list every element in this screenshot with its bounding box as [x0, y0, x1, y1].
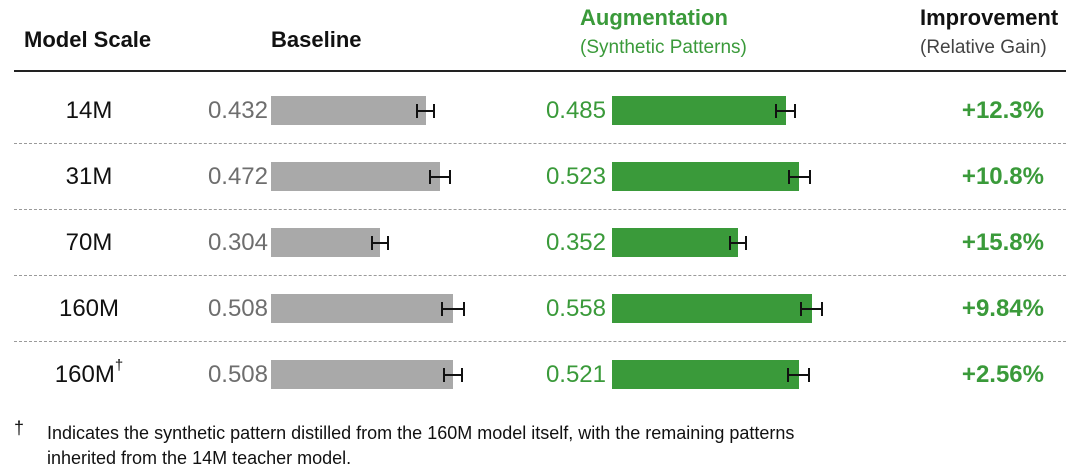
header-augmentation: Augmentation: [580, 5, 728, 30]
augmentation-error-bar: [728, 236, 748, 250]
improvement-value: +12.3%: [961, 97, 1044, 124]
table-row: 14M 0.432 0.485 +12.3%: [14, 77, 1066, 144]
header-baseline: Baseline: [271, 27, 362, 52]
augmentation-value: 0.485: [545, 97, 606, 124]
augmentation-error-bar: [775, 104, 797, 118]
baseline-value: 0.304: [207, 229, 268, 256]
augmentation-bar: [612, 360, 799, 389]
header-improvement-sub: (Relative Gain): [920, 37, 1047, 58]
augmentation-bar: [612, 162, 800, 191]
augmentation-value: 0.521: [545, 361, 606, 388]
baseline-error-bar: [442, 368, 464, 382]
augmentation-value: 0.558: [545, 295, 606, 322]
footnote-line-2: inherited from the 14M teacher model.: [47, 448, 352, 468]
model-scale-label: 160M†: [54, 357, 124, 388]
baseline-value: 0.432: [207, 97, 268, 124]
table-row: 70M 0.304 0.352 +15.8%: [14, 209, 1066, 276]
baseline-bar: [271, 360, 453, 389]
table-row: 160M 0.508 0.558 +9.84%: [14, 275, 1066, 342]
table-row: 31M 0.472 0.523 +10.8%: [14, 143, 1066, 210]
header-improvement: Improvement: [920, 5, 1059, 30]
model-scale-label: 31M: [65, 163, 113, 190]
improvement-value: +2.56%: [961, 361, 1044, 388]
improvement-value: +10.8%: [961, 163, 1044, 190]
augmentation-error-bar: [787, 368, 810, 382]
augmentation-error-bar: [787, 170, 811, 184]
augmentation-bar: [612, 228, 739, 257]
baseline-bar: [271, 294, 453, 323]
augmentation-value: 0.523: [545, 163, 606, 190]
footnote-dagger: †: [14, 418, 25, 438]
model-scale-label: 160M: [58, 295, 120, 322]
baseline-error-bar: [416, 104, 435, 118]
improvement-value: +15.8%: [961, 229, 1044, 256]
footnote: Indicates the synthetic pattern distille…: [47, 421, 947, 471]
header-model-scale: Model Scale: [24, 27, 152, 52]
footnote-line-1: Indicates the synthetic pattern distille…: [47, 423, 795, 443]
model-scale-label: 70M: [65, 229, 113, 256]
baseline-bar: [271, 96, 426, 125]
header-augmentation-sub: (Synthetic Patterns): [580, 37, 747, 58]
augmentation-error-bar: [800, 302, 824, 316]
baseline-value: 0.472: [207, 163, 268, 190]
table-row: 160M† 0.508 0.521 +2.56%: [14, 341, 1066, 407]
baseline-bar: [271, 162, 440, 191]
baseline-bar: [271, 228, 380, 257]
improvement-value: +9.84%: [961, 295, 1044, 322]
model-scale-label: 14M: [65, 97, 113, 124]
baseline-error-bar: [370, 236, 390, 250]
augmentation-value: 0.352: [545, 229, 606, 256]
baseline-error-bar: [428, 170, 452, 184]
baseline-value: 0.508: [207, 361, 268, 388]
baseline-value: 0.508: [207, 295, 268, 322]
augmentation-bar: [612, 96, 786, 125]
baseline-error-bar: [440, 302, 465, 316]
dagger-mark: †: [114, 357, 124, 374]
augmentation-bar: [612, 294, 812, 323]
header-rule: [14, 70, 1066, 72]
